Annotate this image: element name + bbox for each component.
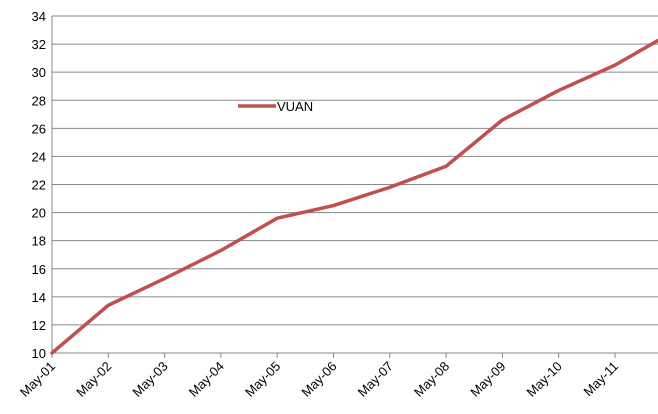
y-tick-label: 28 xyxy=(32,93,46,108)
x-tick-label: May-11 xyxy=(581,359,622,400)
x-tick-label: May-09 xyxy=(467,359,508,400)
y-tick-label: 24 xyxy=(32,149,46,164)
x-tick-label: May-05 xyxy=(242,359,283,400)
y-tick-label: 10 xyxy=(32,346,46,361)
y-tick-label: 34 xyxy=(32,9,46,24)
y-tick-label: 14 xyxy=(32,290,46,305)
y-tick-label: 22 xyxy=(32,178,46,193)
chart: 10 12 14 16 18 20 22 24 26 28 30 32 34 May-01 May-02 Ma… xyxy=(0,0,658,414)
x-tick-label: May-02 xyxy=(73,359,114,400)
x-tick-label: May-03 xyxy=(129,359,170,400)
y-tick-label: 16 xyxy=(32,262,46,277)
plot xyxy=(52,33,658,353)
x-tick-label: May-07 xyxy=(355,359,396,400)
y-tick-label: 18 xyxy=(32,234,46,249)
x-tick-label: May-06 xyxy=(298,359,339,400)
y-tick-label: 26 xyxy=(32,121,46,136)
y-tick-label: 30 xyxy=(32,65,46,80)
x-tick-label: May-10 xyxy=(524,359,565,400)
y-tick-label: 12 xyxy=(32,318,46,333)
x-tick-label: May-04 xyxy=(186,359,227,400)
y-tick-label: 32 xyxy=(32,37,46,52)
x-tick-label: May-08 xyxy=(411,359,452,400)
data-line xyxy=(52,33,658,353)
x-tick-label: May-01 xyxy=(17,359,58,400)
y-tick-label: 20 xyxy=(32,206,46,221)
legend-label: VUAN xyxy=(277,99,313,114)
